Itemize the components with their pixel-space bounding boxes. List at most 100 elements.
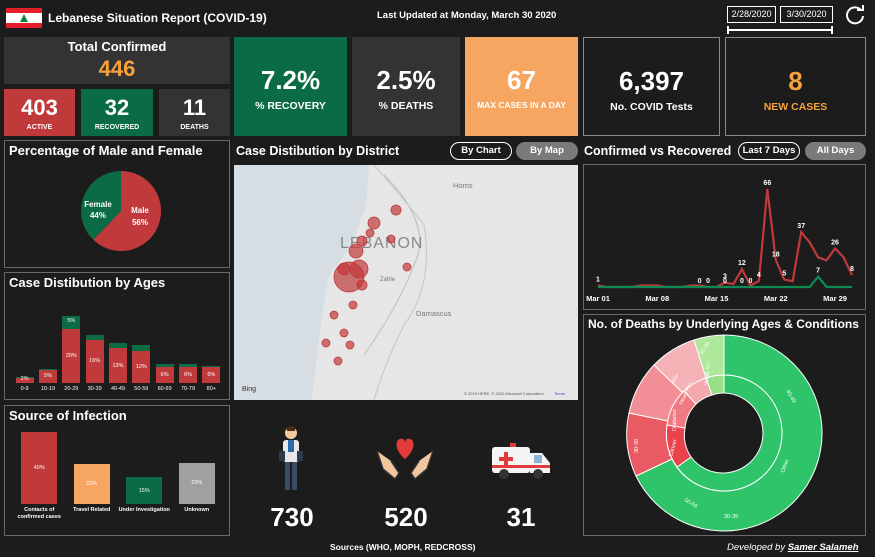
age-axis-label: 10-19 (40, 386, 56, 392)
pie-slice-male[interactable] (93, 171, 161, 251)
map-bubble (337, 262, 351, 276)
all-days-button[interactable]: All Days (805, 142, 866, 160)
date-end-input[interactable]: 3/30/2020 (780, 6, 833, 23)
developer-name[interactable]: Samer Salameh (787, 542, 859, 553)
sunburst-label-other: Other (780, 459, 790, 474)
age-bar[interactable] (62, 329, 81, 383)
infection-bar[interactable] (73, 464, 110, 504)
confirmed-line[interactable] (597, 188, 853, 289)
infection-data-label: 15% (138, 487, 150, 494)
map-bubble (329, 310, 339, 320)
recovered-line[interactable] (598, 274, 852, 289)
infection-panel: Source of Infection 40% Contacts of confi… (4, 405, 230, 536)
age-data-label: 6% (160, 371, 169, 378)
developer-prefix: Developed by (727, 542, 788, 553)
age-data-label: 5% (44, 373, 52, 380)
last-7-days-button[interactable]: Last 7 Days (738, 142, 800, 160)
sources-caption: Sources (WHO, MOPH, REDCROSS) (330, 542, 476, 552)
age-data-label: 2% (20, 376, 29, 382)
gender-panel: Percentage of Male and Female Female 44%… (4, 140, 230, 268)
age-bar[interactable] (109, 348, 127, 383)
age-bar-top[interactable] (132, 345, 151, 351)
infection-axis-label: Travel Related (73, 507, 111, 513)
by-map-button[interactable]: By Map (516, 142, 578, 160)
reset-icon[interactable] (844, 4, 866, 26)
age-bar[interactable] (202, 366, 221, 383)
tests-value: 6,397 (618, 66, 685, 96)
trend-data-label: 3 (723, 274, 727, 281)
infection-bar[interactable] (126, 477, 163, 504)
deaths-pct-value: 2.5% (376, 65, 436, 95)
sunburst-label-weak: Weak Im... (704, 358, 712, 385)
age-bar-top[interactable] (62, 315, 81, 330)
source-value-2: 520 (384, 502, 428, 532)
age-bar[interactable] (39, 369, 57, 383)
trend-axis-label: Mar 08 (645, 294, 669, 303)
trend-axis-label: Mar 29 (823, 294, 847, 303)
trend-axis-label: Mar 15 (705, 294, 729, 303)
age-bar-top[interactable] (202, 365, 221, 367)
max-cases-card: 67 MAX CASES IN A DAY (465, 37, 578, 136)
map-bubble (390, 204, 402, 216)
age-bar-top[interactable] (179, 363, 197, 367)
age-bar[interactable] (15, 377, 34, 383)
age-axis-label: 60-69 (157, 386, 172, 392)
sunburst-label-80plus: 80+ (671, 373, 681, 384)
infection-bar[interactable] (178, 462, 215, 504)
district-map[interactable]: LEBANON Homs Damascus Zahle Bing © 2020 … (234, 165, 578, 400)
tests-card: 6,397 No. COVID Tests (583, 37, 720, 136)
infection-bar[interactable] (21, 432, 58, 504)
age-bar-top[interactable] (85, 334, 104, 340)
age-data-label: 6% (207, 371, 216, 378)
pie-slice-female[interactable] (81, 171, 121, 240)
date-start-input[interactable]: 2/28/2020 (727, 6, 776, 23)
age-axis-label: 30-39 (87, 386, 102, 392)
age-data-label: 13% (112, 362, 124, 369)
age-axis-label: 40-49 (110, 386, 126, 392)
map-bubble (345, 340, 355, 350)
age-bar-top[interactable] (15, 376, 34, 378)
trend-data-label: 18 (772, 251, 780, 258)
deaths-label: DEATHS (180, 124, 209, 131)
date-range-slider[interactable] (727, 26, 833, 34)
map-bubble (348, 300, 358, 310)
age-bar[interactable] (85, 339, 104, 383)
age-bar[interactable] (155, 366, 174, 383)
female-label: Female (84, 200, 112, 209)
total-confirmed-value: 446 (98, 56, 136, 81)
deaths-title: No. of Deaths by Underlying Ages & Condi… (588, 317, 859, 331)
age-data-label: 16% (89, 358, 101, 365)
age-axis-label: 70-79 (180, 386, 196, 392)
map-bubble (402, 262, 412, 272)
map-terms[interactable]: Terms (554, 391, 565, 396)
map-bubble (367, 216, 381, 230)
recovery-pct-card: 7.2% % RECOVERY (234, 37, 347, 136)
age-bar-top[interactable] (39, 368, 57, 370)
sunburst-label-diabetes: Diabetes (672, 409, 678, 431)
deaths-card: 11 DEATHS (159, 89, 230, 136)
map-copyright: © 2020 HERE, © 2020 Microsoft Corporatio… (464, 391, 544, 396)
trend-data-label: 12 (738, 260, 746, 267)
age-bar-top[interactable] (155, 363, 174, 367)
ambulance-icon (490, 441, 552, 481)
active-value: 403 (21, 95, 58, 120)
trend-data-label: 37 (797, 223, 805, 230)
female-pct: 44% (89, 211, 106, 220)
recovery-pct-value: 7.2% (260, 65, 321, 95)
infection-data-label: 40% (33, 465, 45, 471)
infection-axis-label: Unknown (184, 507, 210, 513)
map-bubble (365, 228, 375, 238)
active-label: ACTIVE (26, 124, 53, 131)
age-data-label: 20% (65, 353, 77, 360)
source-value-3: 31 (506, 502, 536, 532)
age-bar[interactable] (179, 366, 197, 383)
map-bubble (356, 235, 368, 247)
developer-credit: Developed by Samer Salameh (727, 542, 859, 553)
age-axis-label: 20-29 (64, 386, 79, 392)
deaths-sunburst: 40-49 Other 30-39 50-59 30-39 Cancer Dia… (626, 334, 823, 532)
age-bar-top[interactable] (109, 342, 127, 348)
total-confirmed-label: Total Confirmed (67, 39, 167, 54)
age-bar[interactable] (132, 350, 151, 383)
infection-title: Source of Infection (9, 408, 127, 423)
by-chart-button[interactable]: By Chart (450, 142, 512, 160)
